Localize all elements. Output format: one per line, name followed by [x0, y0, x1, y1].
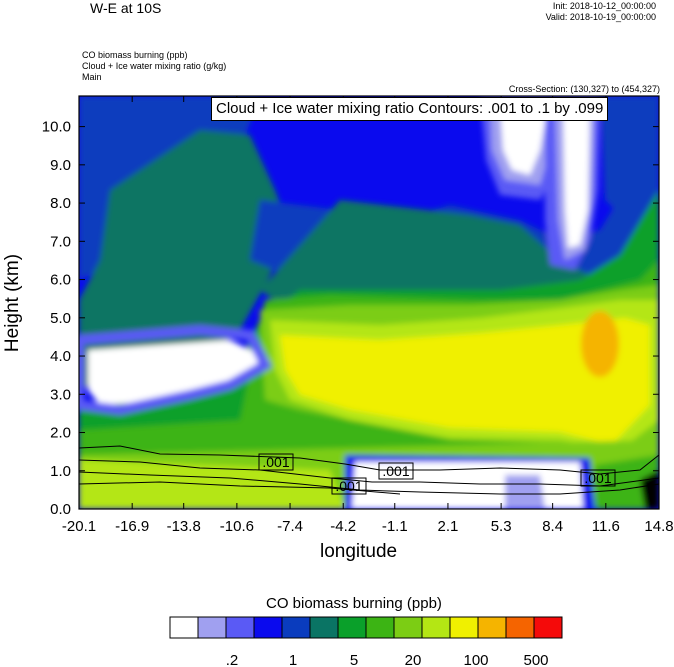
init-time: Init: 2018-10-12_00:00:00	[552, 1, 656, 11]
cross-section-label: Cross-Section: (130,327) to (454,327)	[508, 84, 660, 94]
contour-label-box	[580, 469, 616, 487]
x-tick-label: -13.8	[167, 518, 201, 535]
x-tick-label: 11.6	[592, 518, 620, 535]
contour-label: .001	[382, 463, 409, 479]
y-tick-label: 0.0	[50, 501, 71, 518]
colorbar-label: 20	[405, 652, 422, 667]
contour-label: .001	[335, 478, 362, 494]
colorbar-label: .2	[226, 652, 239, 667]
contour-label: .001	[584, 470, 611, 486]
colorbar-title: CO biomass burning (ppb)	[266, 595, 442, 612]
colorbar-swatch	[533, 616, 563, 639]
contour-info-box: Cloud + Ice water mixing ratio Contours:…	[211, 97, 609, 121]
y-tick-label: 3.0	[50, 386, 71, 403]
x-tick-label: -4.2	[330, 518, 356, 535]
co-field	[79, 96, 659, 509]
field-name-co: CO biomass burning (ppb)	[82, 50, 188, 60]
colorbar-label: 100	[463, 652, 488, 667]
valid-time: Valid: 2018-10-19_00:00:00	[545, 12, 656, 22]
colorbar-label: 1	[289, 652, 297, 667]
colorbar-swatch	[421, 616, 451, 639]
contour-labels: .001 .001 .001 .001	[258, 453, 616, 495]
x-tick-label: 14.8	[644, 518, 673, 535]
x-tick-label: -1.1	[382, 518, 408, 535]
contour-label: .001	[262, 454, 289, 470]
x-tick-label: -20.1	[62, 518, 96, 535]
colorbar-swatch	[281, 616, 311, 639]
y-tick-label: 4.0	[50, 348, 71, 365]
colorbar-swatch	[477, 616, 507, 639]
colorbar-swatch	[449, 616, 479, 639]
plot-title: W-E at 10S	[90, 0, 162, 16]
x-tick-label: -7.4	[277, 518, 303, 535]
colorbar-label: 500	[523, 652, 548, 667]
contour-label-box	[331, 477, 367, 495]
field-name-main: Main	[82, 72, 102, 82]
x-tick-label: 8.4	[542, 518, 563, 535]
colorbar-label: 5	[350, 652, 358, 667]
y-tick-label: 6.0	[50, 272, 71, 289]
y-tick-label: 9.0	[50, 157, 71, 174]
colorbar-swatch	[253, 616, 283, 639]
x-axis: -20.1 -16.9 -13.8 -10.6 -7.4 -4.2 -1.1 2.1 5.3 8.…	[62, 96, 674, 535]
y-tick-label: 7.0	[50, 233, 71, 250]
colorbar-swatch	[225, 616, 255, 639]
contour-label-box	[258, 453, 294, 471]
colorbar-swatch	[169, 616, 199, 639]
field-name-cloud: Cloud + Ice water mixing ratio (g/kg)	[82, 61, 227, 71]
colorbar: .2 1 5 20 100 500	[169, 616, 563, 667]
y-tick-label: 1.0	[50, 463, 71, 480]
plot-frame	[78, 95, 660, 510]
y-tick-label: 5.0	[50, 310, 71, 327]
colorbar-swatch	[505, 616, 535, 639]
x-tick-label: 2.1	[438, 518, 459, 535]
x-tick-label: -16.9	[115, 518, 149, 535]
colorbar-swatch	[365, 616, 395, 639]
y-axis-label: Height (km)	[2, 254, 23, 352]
y-axis: 0.0 1.0 2.0 3.0 4.0 5.0 6.0 7.0 8.0 9.0 10.0	[42, 119, 659, 518]
y-tick-label: 8.0	[50, 195, 71, 212]
x-axis-label: longitude	[320, 541, 398, 562]
colorbar-swatch	[309, 616, 339, 639]
x-tick-label: 5.3	[491, 518, 512, 535]
colorbar-swatch	[393, 616, 423, 639]
x-tick-label: -10.6	[220, 518, 254, 535]
contour-label-box	[378, 462, 414, 480]
y-tick-label: 2.0	[50, 425, 71, 442]
contour-lines	[79, 445, 659, 495]
colorbar-swatch	[337, 616, 367, 639]
y-tick-label: 10.0	[42, 119, 71, 136]
colorbar-swatch	[197, 616, 227, 639]
